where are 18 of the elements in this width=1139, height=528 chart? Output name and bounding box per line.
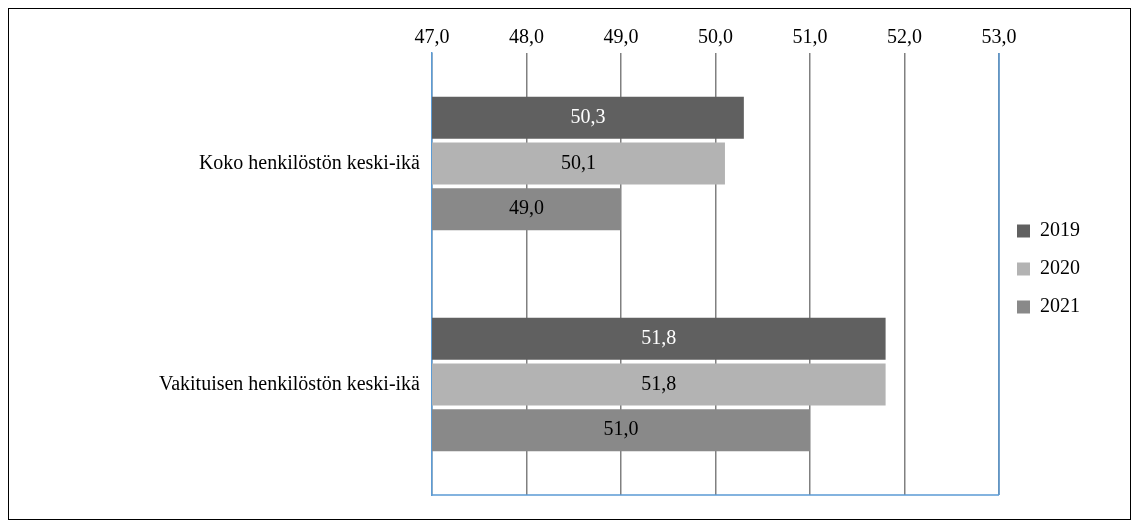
x-tick-label: 50,0	[698, 25, 733, 48]
data-label: 51,8	[641, 326, 677, 349]
data-label: 51,0	[603, 417, 639, 440]
y-tick-label: Koko henkilöstön keski-ikä	[198, 150, 421, 173]
data-label: 50,1	[560, 150, 596, 173]
legend-label: 2019	[1040, 218, 1080, 241]
data-label: 49,0	[509, 196, 544, 219]
x-tick-label: 51,0	[792, 25, 828, 48]
x-tick-label: 53,0	[981, 25, 1017, 48]
legend-label: 2020	[1040, 256, 1080, 279]
x-tick-label: 47,0	[414, 25, 450, 48]
x-tick-label: 48,0	[509, 25, 544, 48]
x-tick-label: 49,0	[603, 25, 639, 48]
x-tick-label: 52,0	[887, 25, 922, 48]
legend-label: 2021	[1040, 294, 1080, 317]
data-label: 51,8	[641, 371, 677, 394]
data-label: 50,3	[570, 105, 606, 128]
y-tick-label: Vakituisen henkilöstön keski-ikä	[158, 371, 421, 394]
